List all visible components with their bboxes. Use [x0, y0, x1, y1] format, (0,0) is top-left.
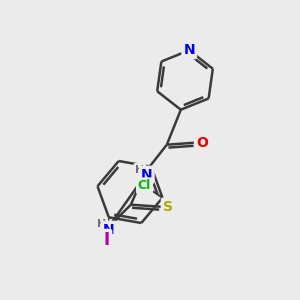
Text: N: N — [183, 43, 195, 57]
Text: H: H — [97, 219, 106, 229]
Text: I: I — [104, 231, 110, 249]
Text: N: N — [103, 223, 115, 237]
Text: H: H — [135, 165, 144, 175]
Text: Cl: Cl — [138, 179, 151, 192]
Text: O: O — [196, 136, 208, 150]
Text: S: S — [163, 200, 173, 214]
Text: N: N — [141, 168, 153, 182]
